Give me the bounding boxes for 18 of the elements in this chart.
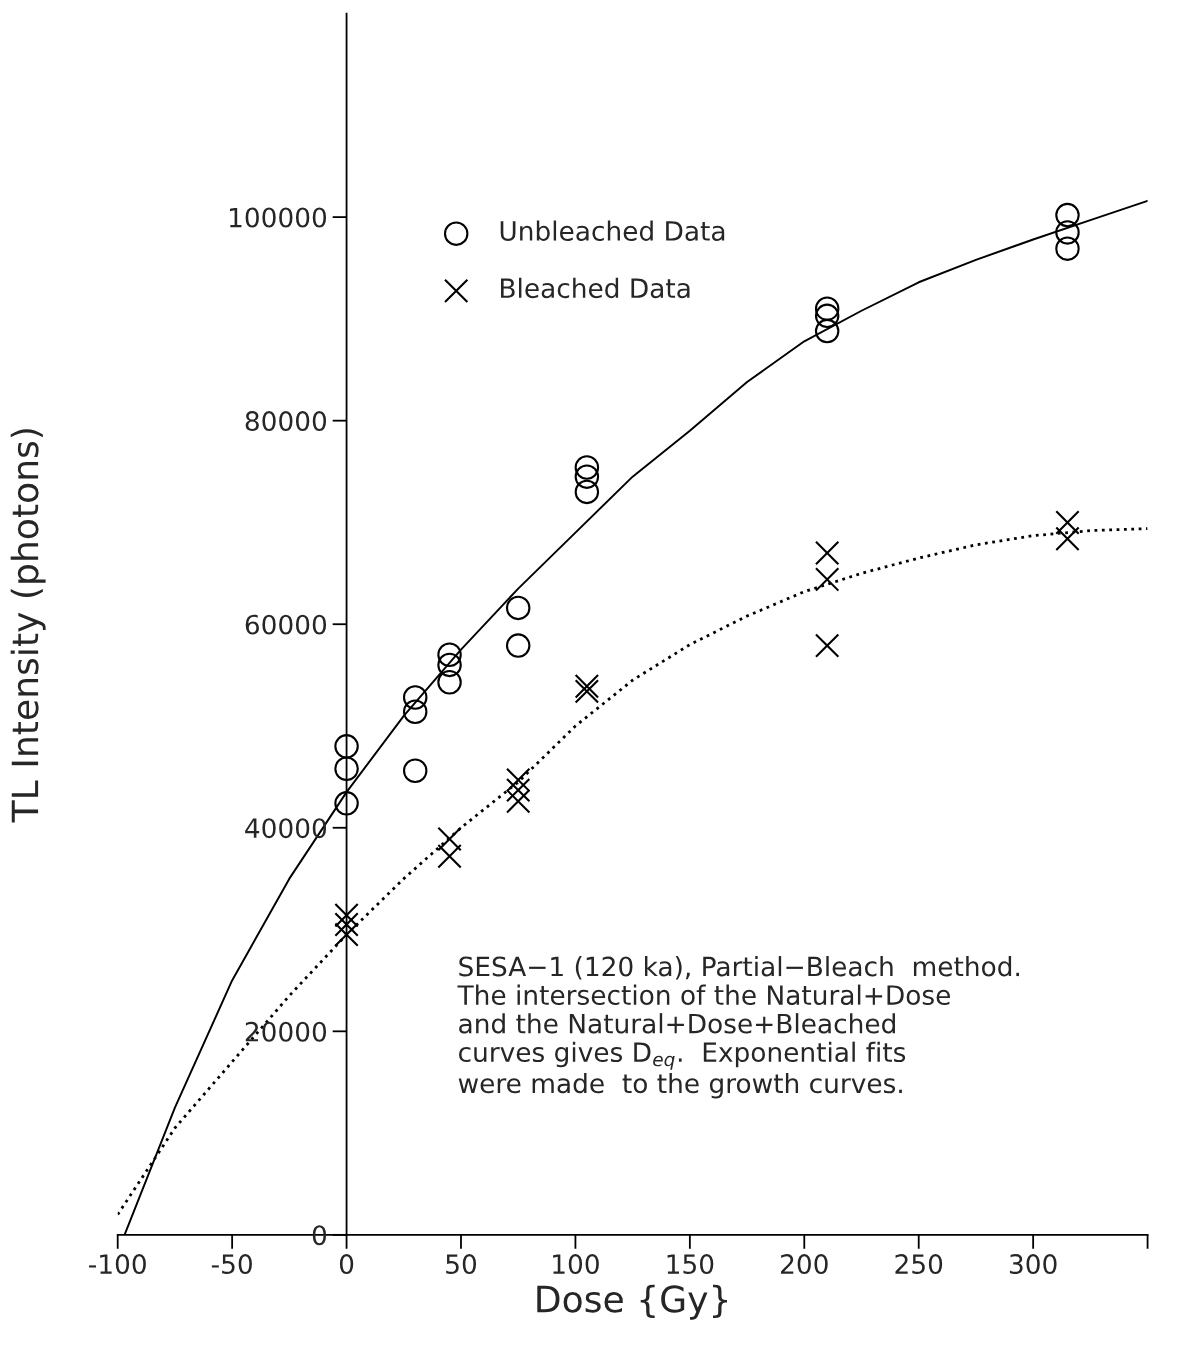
y-tick-label: 100000: [229, 207, 327, 228]
x-tick-label: 0: [339, 1254, 354, 1275]
annotation: SESA−1 (120 ka), Partial−Bleach method. The intersection of the Natural+Dose and the Natural+Dose+Bleached curves gives D$_{eq}$. Exponential fits were made to the growth curves.: [457, 956, 1020, 1099]
x-tick-label: 300: [1009, 1254, 1057, 1275]
legend-label: Unbleached Data: [500, 220, 725, 241]
x-tick-label: 150: [667, 1254, 714, 1275]
y-tick-label: 60000: [245, 614, 327, 635]
y-tick-label: 80000: [245, 411, 327, 432]
y-axis-title: TL Intensity (photons): [10, 429, 46, 823]
x-tick-label: 250: [895, 1254, 943, 1275]
x-tick-label: 200: [781, 1254, 828, 1275]
y-tick-label: 20000: [245, 1021, 327, 1042]
x-tick-label: 100: [553, 1254, 599, 1275]
x-tick-label: -50: [211, 1254, 252, 1275]
x-axis-title: Dose {Gy}: [537, 1284, 727, 1320]
x-tick-label: 50: [446, 1254, 477, 1275]
legend-label: Bleached Data: [501, 277, 690, 299]
x-tick-label: -100: [89, 1254, 146, 1275]
